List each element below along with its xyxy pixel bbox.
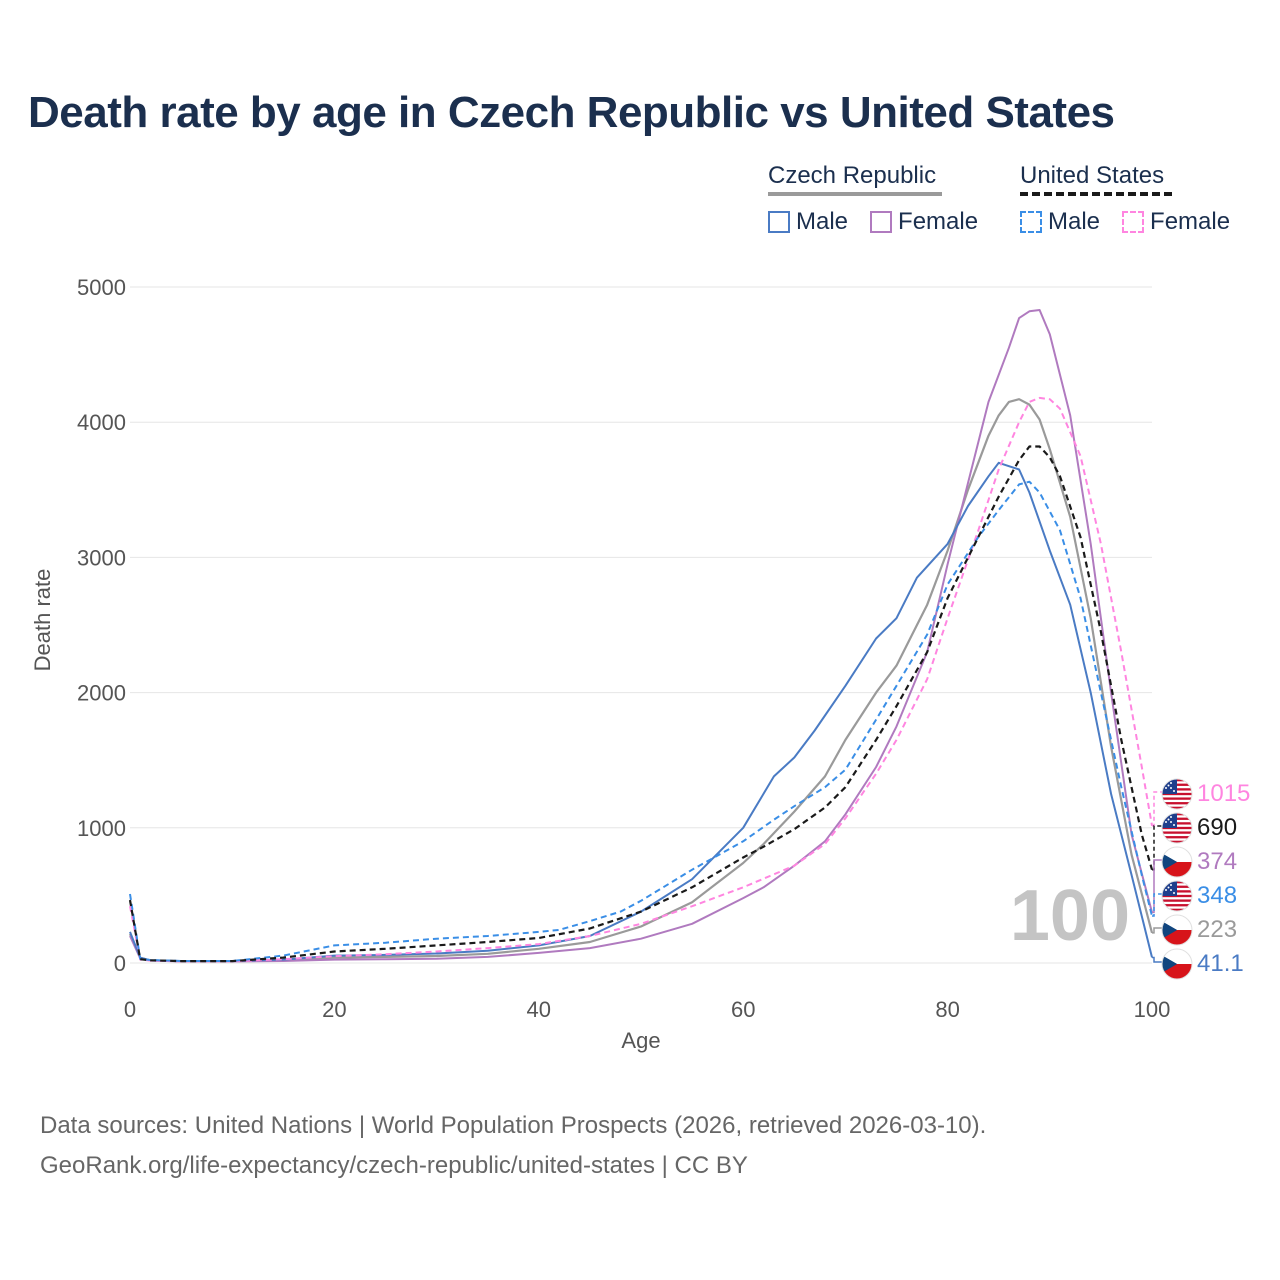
legend: Czech Republic Male Female United States…	[768, 162, 1248, 242]
series-line-us-total[interactable]	[128, 445, 1154, 963]
legend-group-title: Czech Republic	[768, 162, 937, 189]
x-tick-label: 80	[935, 997, 959, 1022]
end-label-connector	[1152, 825, 1162, 871]
czech-flag-icon	[1161, 914, 1193, 946]
y-tick-label: 1000	[77, 816, 126, 841]
legend-item-label: Female	[1150, 208, 1231, 235]
footer-link[interactable]: GeoRank.org/life-expectancy/czech-republ…	[40, 1152, 748, 1179]
legend-item-label: Male	[1048, 208, 1101, 235]
legend-item-us-male[interactable]: Male	[1020, 208, 1100, 236]
series-line-cz-male[interactable]	[129, 461, 1153, 962]
legend-item-us-female[interactable]: Female	[1122, 208, 1230, 236]
legend-item-cz-female[interactable]: Female	[870, 208, 978, 236]
x-tick-label: 20	[322, 997, 346, 1022]
legend-group-line	[768, 192, 942, 196]
legend-swatch-us-female	[1122, 211, 1145, 233]
x-tick-label: 60	[731, 997, 755, 1022]
end-label-value: 223	[1197, 916, 1237, 943]
legend-swatch-cz-male	[768, 211, 790, 233]
y-tick-label: 0	[114, 951, 126, 976]
legend-item-cz-male[interactable]: Male	[768, 208, 848, 236]
end-label-value: 348	[1197, 882, 1237, 909]
end-label-value: 374	[1197, 848, 1237, 875]
y-tick-label: 5000	[77, 275, 126, 300]
footer: Data sources: United Nations | World Pop…	[40, 1106, 986, 1186]
end-label-connector	[1152, 893, 1162, 917]
x-tick-label: 0	[124, 997, 136, 1022]
series-line-us-female[interactable]	[129, 396, 1153, 963]
us-flag-icon	[1161, 880, 1193, 912]
legend-item-label: Male	[796, 208, 849, 235]
chart-plot: 0 1000 2000 3000 4000 5000 0 20 40 60 80 100 100 10…	[30, 275, 1250, 1053]
end-label-value: 690	[1197, 814, 1237, 841]
age-watermark: 100	[1010, 876, 1130, 956]
series-line-cz-total[interactable]	[128, 398, 1154, 963]
legend-group-title: United States	[1020, 162, 1165, 189]
y-tick-label: 4000	[77, 410, 126, 435]
footer-sources: Data sources: United Nations | World Pop…	[40, 1112, 987, 1139]
end-label-value: 1015	[1197, 780, 1250, 807]
end-label-connector	[1152, 956, 1162, 963]
legend-group-czech-republic[interactable]: Czech Republic Male Female	[768, 162, 978, 236]
legend-swatch-cz-female	[870, 211, 893, 233]
czech-flag-icon	[1161, 846, 1193, 878]
y-axis-label: Death rate	[30, 569, 55, 672]
end-label-value: 41.1	[1197, 950, 1244, 977]
us-flag-icon	[1161, 812, 1193, 844]
legend-group-line	[1020, 192, 1176, 196]
end-label-connector	[1152, 927, 1162, 934]
czech-flag-icon	[1161, 948, 1193, 980]
series-line-us-male[interactable]	[129, 480, 1153, 962]
end-label-connector	[1152, 859, 1162, 914]
x-tick-label: 100	[1134, 997, 1171, 1022]
series-line-cz-female[interactable]	[129, 309, 1153, 963]
y-tick-label: 3000	[77, 545, 126, 570]
us-flag-icon	[1161, 778, 1193, 810]
end-label-connector	[1152, 791, 1162, 827]
x-tick-label: 40	[527, 997, 551, 1022]
chart-title: Death rate by age in Czech Republic vs U…	[28, 88, 1115, 137]
legend-swatch-us-male	[1020, 211, 1042, 233]
legend-group-united-states[interactable]: United States Male Female	[1020, 162, 1230, 236]
y-tick-label: 2000	[77, 681, 126, 706]
legend-item-label: Female	[898, 208, 979, 235]
x-axis-label: Age	[621, 1028, 660, 1053]
